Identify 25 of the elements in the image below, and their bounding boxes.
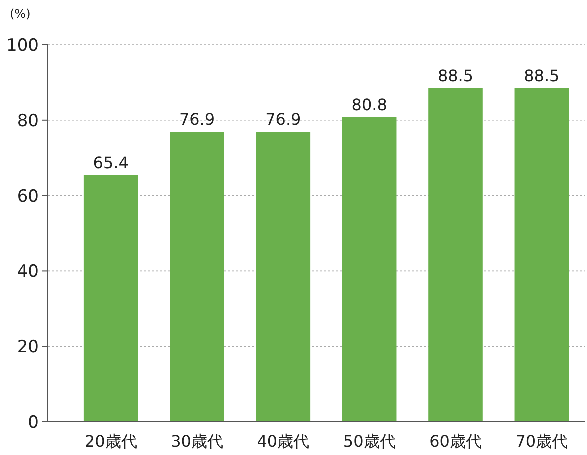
bar <box>428 88 483 422</box>
y-tick-label: 60 <box>17 186 39 207</box>
y-tick-label: 0 <box>28 413 39 433</box>
bar <box>170 132 224 422</box>
data-label: 76.9 <box>266 110 302 130</box>
y-axis-title: (%) <box>10 7 31 21</box>
bar <box>84 175 138 422</box>
x-tick-label: 50歳代 <box>343 432 396 451</box>
x-tick-label: 20歳代 <box>84 432 138 451</box>
bar <box>514 88 570 422</box>
data-label: 80.8 <box>352 95 388 114</box>
bar <box>256 132 311 422</box>
data-label: 88.5 <box>438 66 474 86</box>
x-tick-label: 60歳代 <box>430 432 482 451</box>
y-tick-label: 40 <box>17 262 39 282</box>
x-tick-label: 40歳代 <box>257 432 310 451</box>
bar <box>342 117 397 422</box>
y-tick-label: 80 <box>17 111 39 132</box>
x-tick-label: 70歳代 <box>516 432 568 451</box>
data-label: 88.5 <box>524 66 560 86</box>
y-tick-label: 20 <box>17 338 39 358</box>
x-tick-label: 30歳代 <box>171 432 224 451</box>
data-label: 65.4 <box>93 153 129 172</box>
data-label: 76.9 <box>179 110 216 130</box>
y-tick-label: 100 <box>6 36 39 56</box>
